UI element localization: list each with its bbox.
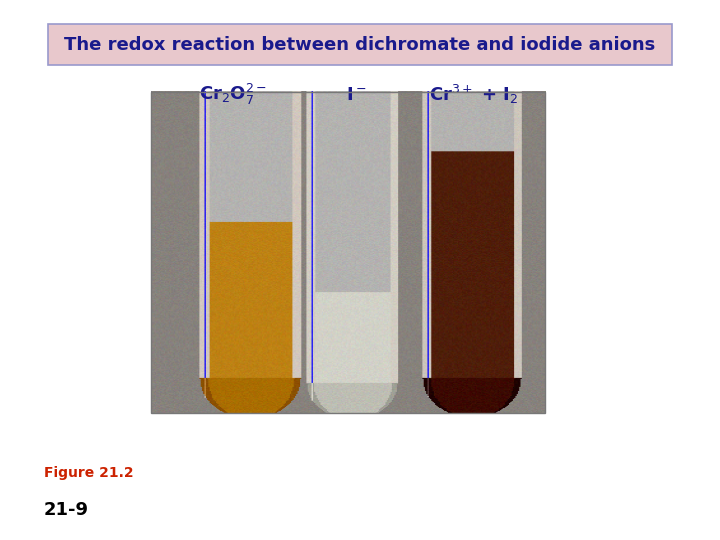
Text: Figure 21.2: Figure 21.2	[44, 465, 134, 480]
FancyBboxPatch shape	[48, 24, 672, 65]
Text: I$^-$: I$^-$	[346, 85, 367, 104]
Bar	[150, 92, 546, 413]
Text: Cr$_2$O$_7^{2-}$: Cr$_2$O$_7^{2-}$	[199, 82, 267, 107]
Text: The redox reaction between dichromate and iodide anions: The redox reaction between dichromate an…	[64, 36, 656, 53]
Text: Cr$^{3+}$ + I$_2$: Cr$^{3+}$ + I$_2$	[428, 83, 518, 106]
Text: 21-9: 21-9	[44, 501, 89, 519]
